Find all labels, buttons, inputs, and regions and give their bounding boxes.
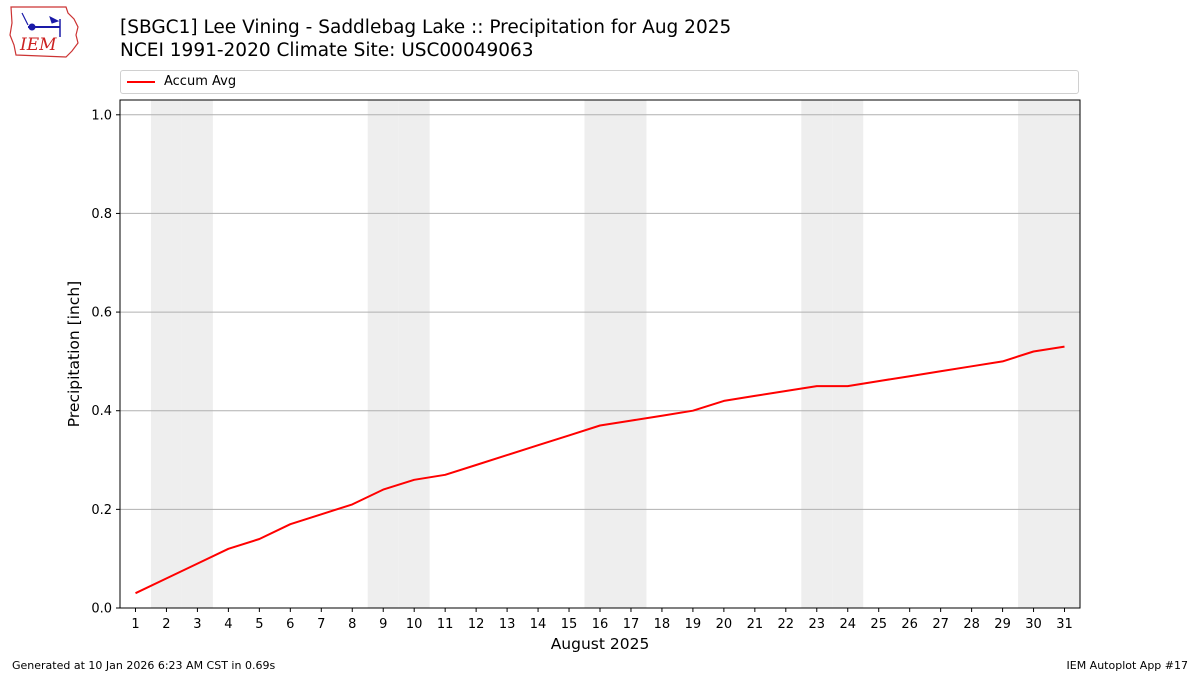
x-tick-label: 8 bbox=[348, 617, 356, 632]
weekend-band-31 bbox=[1049, 100, 1080, 608]
x-tick-label: 21 bbox=[747, 617, 764, 632]
x-tick-label: 9 bbox=[379, 617, 387, 632]
x-tick-label: 12 bbox=[468, 617, 485, 632]
x-tick-label: 2 bbox=[162, 617, 170, 632]
weekend-band-3 bbox=[181, 100, 213, 608]
x-tick-label: 1 bbox=[131, 617, 139, 632]
x-tick-label: 24 bbox=[839, 617, 856, 632]
legend-label-accum-avg: Accum Avg bbox=[164, 74, 237, 89]
x-tick-label: 10 bbox=[406, 617, 423, 632]
weekend-band-23 bbox=[801, 100, 833, 608]
x-tick-label: 17 bbox=[623, 617, 640, 632]
x-tick-label: 29 bbox=[994, 617, 1011, 632]
y-tick-label: 0.0 bbox=[91, 602, 112, 617]
x-tick-label: 14 bbox=[530, 617, 547, 632]
weekend-band-9 bbox=[367, 100, 399, 608]
chart-title: [SBGC1] Lee Vining - Saddlebag Lake :: P… bbox=[120, 17, 732, 38]
app-credit: IEM Autoplot App #17 bbox=[1066, 659, 1189, 672]
x-tick-label: 20 bbox=[716, 617, 733, 632]
x-tick-label: 25 bbox=[870, 617, 887, 632]
x-tick-label: 23 bbox=[809, 617, 826, 632]
x-tick-label: 19 bbox=[685, 617, 702, 632]
x-tick-label: 7 bbox=[317, 617, 325, 632]
weekend-band-10 bbox=[398, 100, 430, 608]
x-tick-label: 28 bbox=[963, 617, 980, 632]
series-line-accum-avg bbox=[135, 345, 1065, 595]
legend: Accum Avg bbox=[120, 70, 1079, 94]
y-tick-label: 1.0 bbox=[91, 108, 112, 123]
x-tick-label: 16 bbox=[592, 617, 609, 632]
x-tick-label: 31 bbox=[1056, 617, 1073, 632]
y-tick-label: 0.8 bbox=[91, 207, 112, 222]
y-axis-label: Precipitation [inch] bbox=[65, 281, 83, 427]
weather-station-icon bbox=[21, 12, 61, 37]
x-tick-label: 5 bbox=[255, 617, 263, 632]
x-tick-label: 11 bbox=[437, 617, 454, 632]
x-tick-label: 27 bbox=[932, 617, 949, 632]
y-tick-label: 0.4 bbox=[91, 404, 112, 419]
weekend-band-17 bbox=[615, 100, 647, 608]
x-tick-label: 26 bbox=[901, 617, 918, 632]
y-tick-label: 0.2 bbox=[91, 503, 112, 518]
iowa-outline-icon bbox=[9, 6, 79, 58]
generated-timestamp: Generated at 10 Jan 2026 6:23 AM CST in … bbox=[12, 659, 276, 672]
x-tick-label: 18 bbox=[654, 617, 671, 632]
x-axis-label: August 2025 bbox=[551, 635, 650, 653]
iem-logo: IEM bbox=[9, 6, 79, 58]
logo-text: IEM bbox=[19, 35, 57, 55]
weekend-band-24 bbox=[832, 100, 864, 608]
x-tick-label: 22 bbox=[778, 617, 795, 632]
x-tick-label: 13 bbox=[499, 617, 516, 632]
x-tick-label: 30 bbox=[1025, 617, 1042, 632]
weekend-band-16 bbox=[584, 100, 616, 608]
y-tick-label: 0.6 bbox=[91, 306, 112, 321]
x-tick-label: 3 bbox=[193, 617, 201, 632]
x-tick-label: 6 bbox=[286, 617, 294, 632]
weekend-band-2 bbox=[150, 100, 182, 608]
chart-subtitle: NCEI 1991-2020 Climate Site: USC00049063 bbox=[120, 40, 534, 61]
x-tick-label: 15 bbox=[561, 617, 578, 632]
legend-swatch-accum-avg bbox=[127, 81, 155, 83]
x-tick-label: 4 bbox=[224, 617, 232, 632]
